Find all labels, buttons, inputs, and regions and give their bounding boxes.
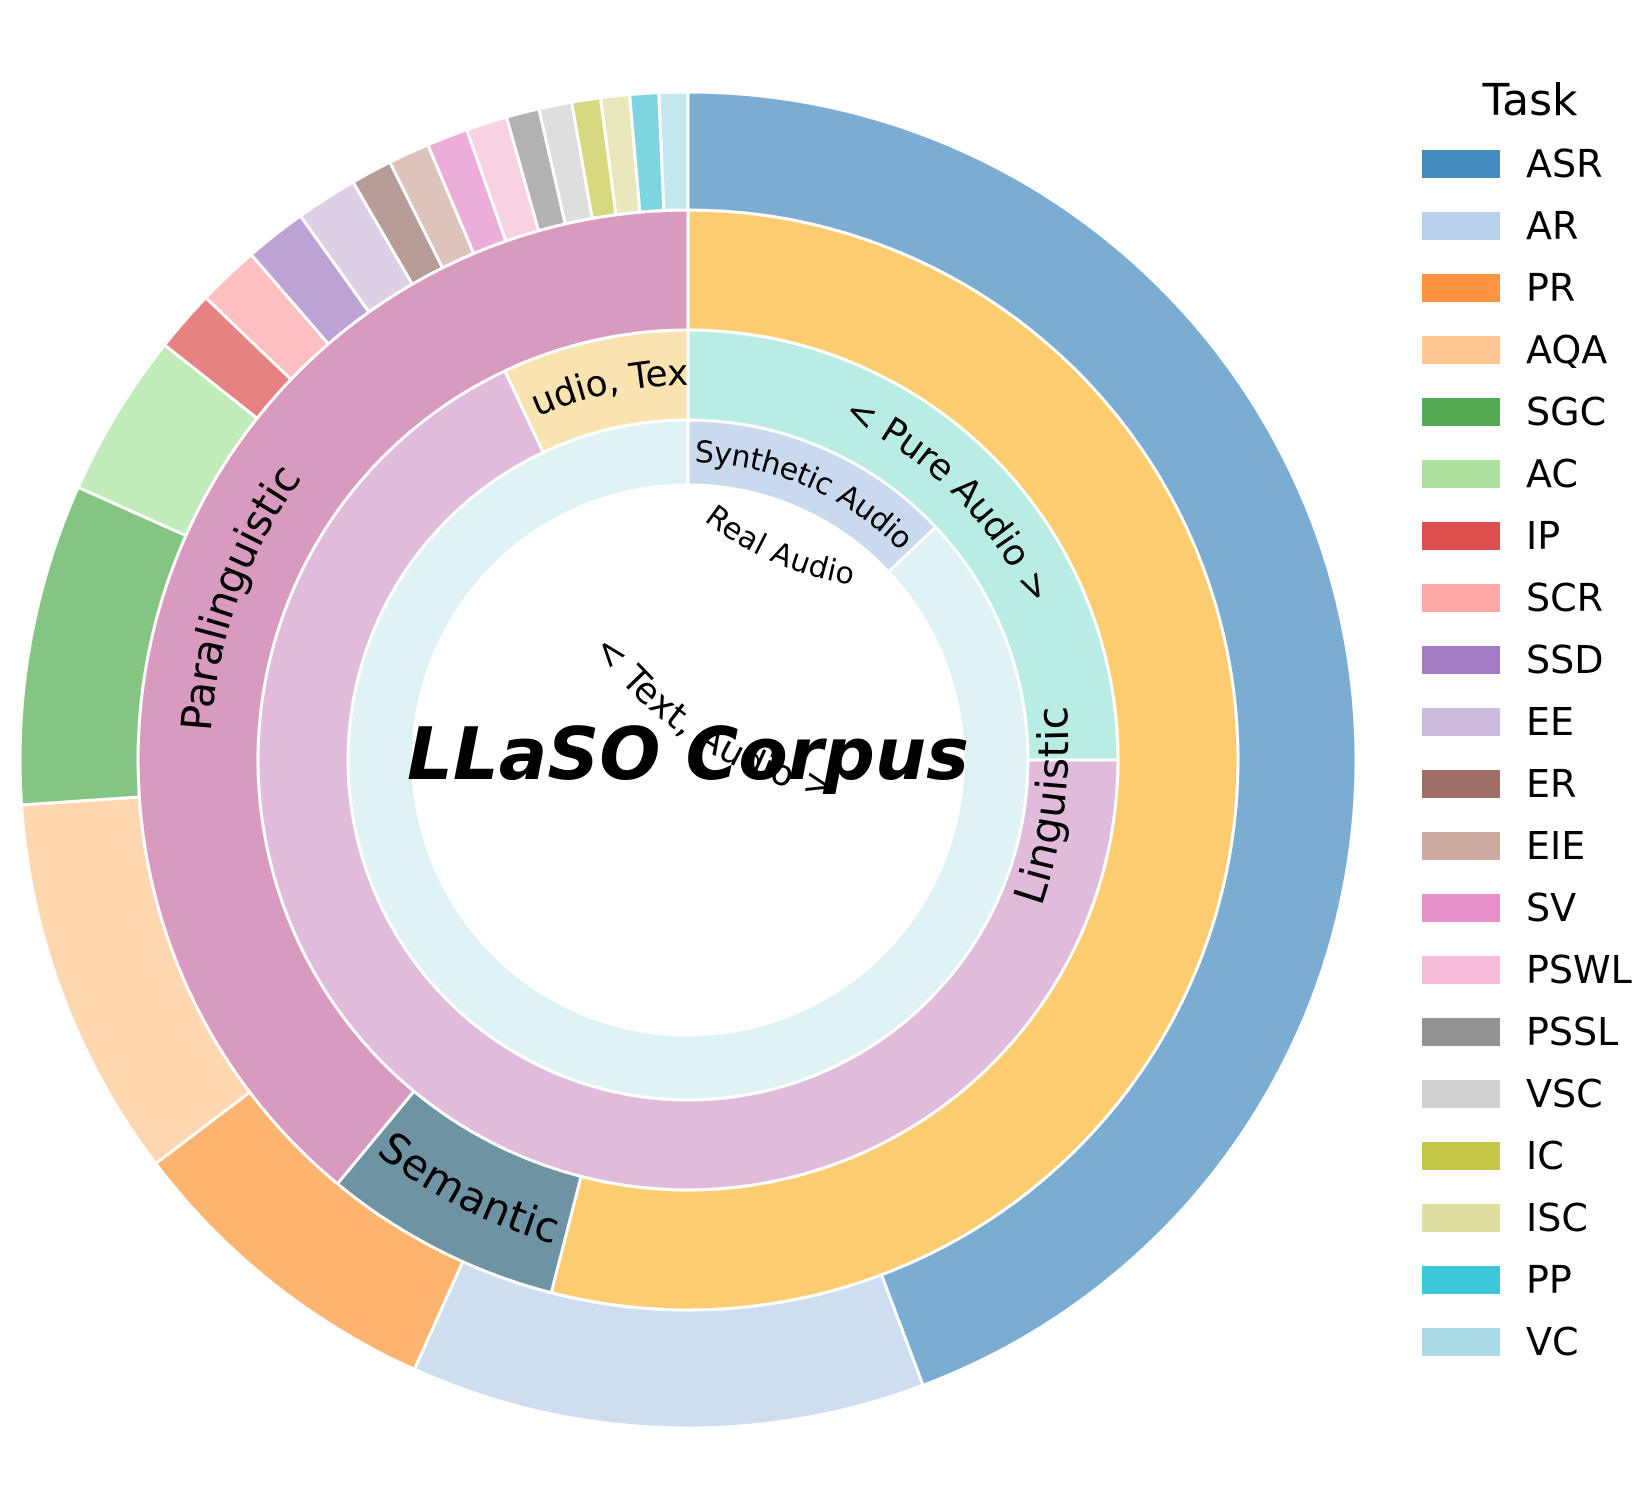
legend-swatch-pswl [1422,956,1500,984]
legend-label-ac: AC [1526,452,1578,496]
legend-label-pr: PR [1526,266,1575,310]
legend-label-ssd: SSD [1526,638,1604,682]
legend-label-ar: AR [1526,204,1578,248]
legend-label-isc: ISC [1526,1196,1588,1240]
legend-swatch-isc [1422,1204,1500,1232]
legend-swatch-ar [1422,212,1500,240]
legend-swatch-vc [1422,1328,1500,1356]
legend-swatch-ac [1422,460,1500,488]
legend-label-sv: SV [1526,886,1576,930]
task-ring-wedge-vc [657,90,690,213]
legend-swatch-pr [1422,274,1500,302]
legend-swatch-pssl [1422,1018,1500,1046]
legend-swatch-pp [1422,1266,1500,1294]
legend-label-aqa: AQA [1526,328,1607,372]
legend-label-ic: IC [1526,1134,1564,1178]
legend-swatch-sgc [1422,398,1500,426]
legend-label-pssl: PSSL [1526,1010,1618,1054]
legend-swatch-scr [1422,584,1500,612]
legend-swatch-sv [1422,894,1500,922]
legend-swatch-aqa [1422,336,1500,364]
legend-label-eie: EIE [1526,824,1585,868]
legend-label-asr: ASR [1526,142,1603,186]
legend-swatch-vsc [1422,1080,1500,1108]
legend-label-vc: VC [1526,1320,1579,1364]
legend-label-sgc: SGC [1526,390,1606,434]
legend-label-ip: IP [1526,514,1560,558]
legend-label-scr: SCR [1526,576,1603,620]
legend-swatch-asr [1422,150,1500,178]
legend-label-pp: PP [1526,1258,1572,1302]
legend-swatch-ee [1422,708,1500,736]
legend: Task ASR AR PR AQA SGC AC IP SCR SSD EE ER EIE SV PSW… [1422,75,1632,1364]
legend-swatch-ssd [1422,646,1500,674]
legend-swatch-ic [1422,1142,1500,1170]
legend-label-pswl: PSWL [1526,948,1632,992]
legend-title: Task [1482,75,1578,126]
legend-swatch-er [1422,770,1500,798]
legend-swatch-eie [1422,832,1500,860]
legend-label-vsc: VSC [1526,1072,1603,1116]
task-ring-wedge-asr [686,90,1358,1388]
legend-swatch-ip [1422,522,1500,550]
legend-label-ee: EE [1526,700,1574,744]
chart-title: LLaSO Corpus [407,712,969,796]
legend-label-er: ER [1526,762,1576,806]
chart-rings [18,90,1358,1430]
